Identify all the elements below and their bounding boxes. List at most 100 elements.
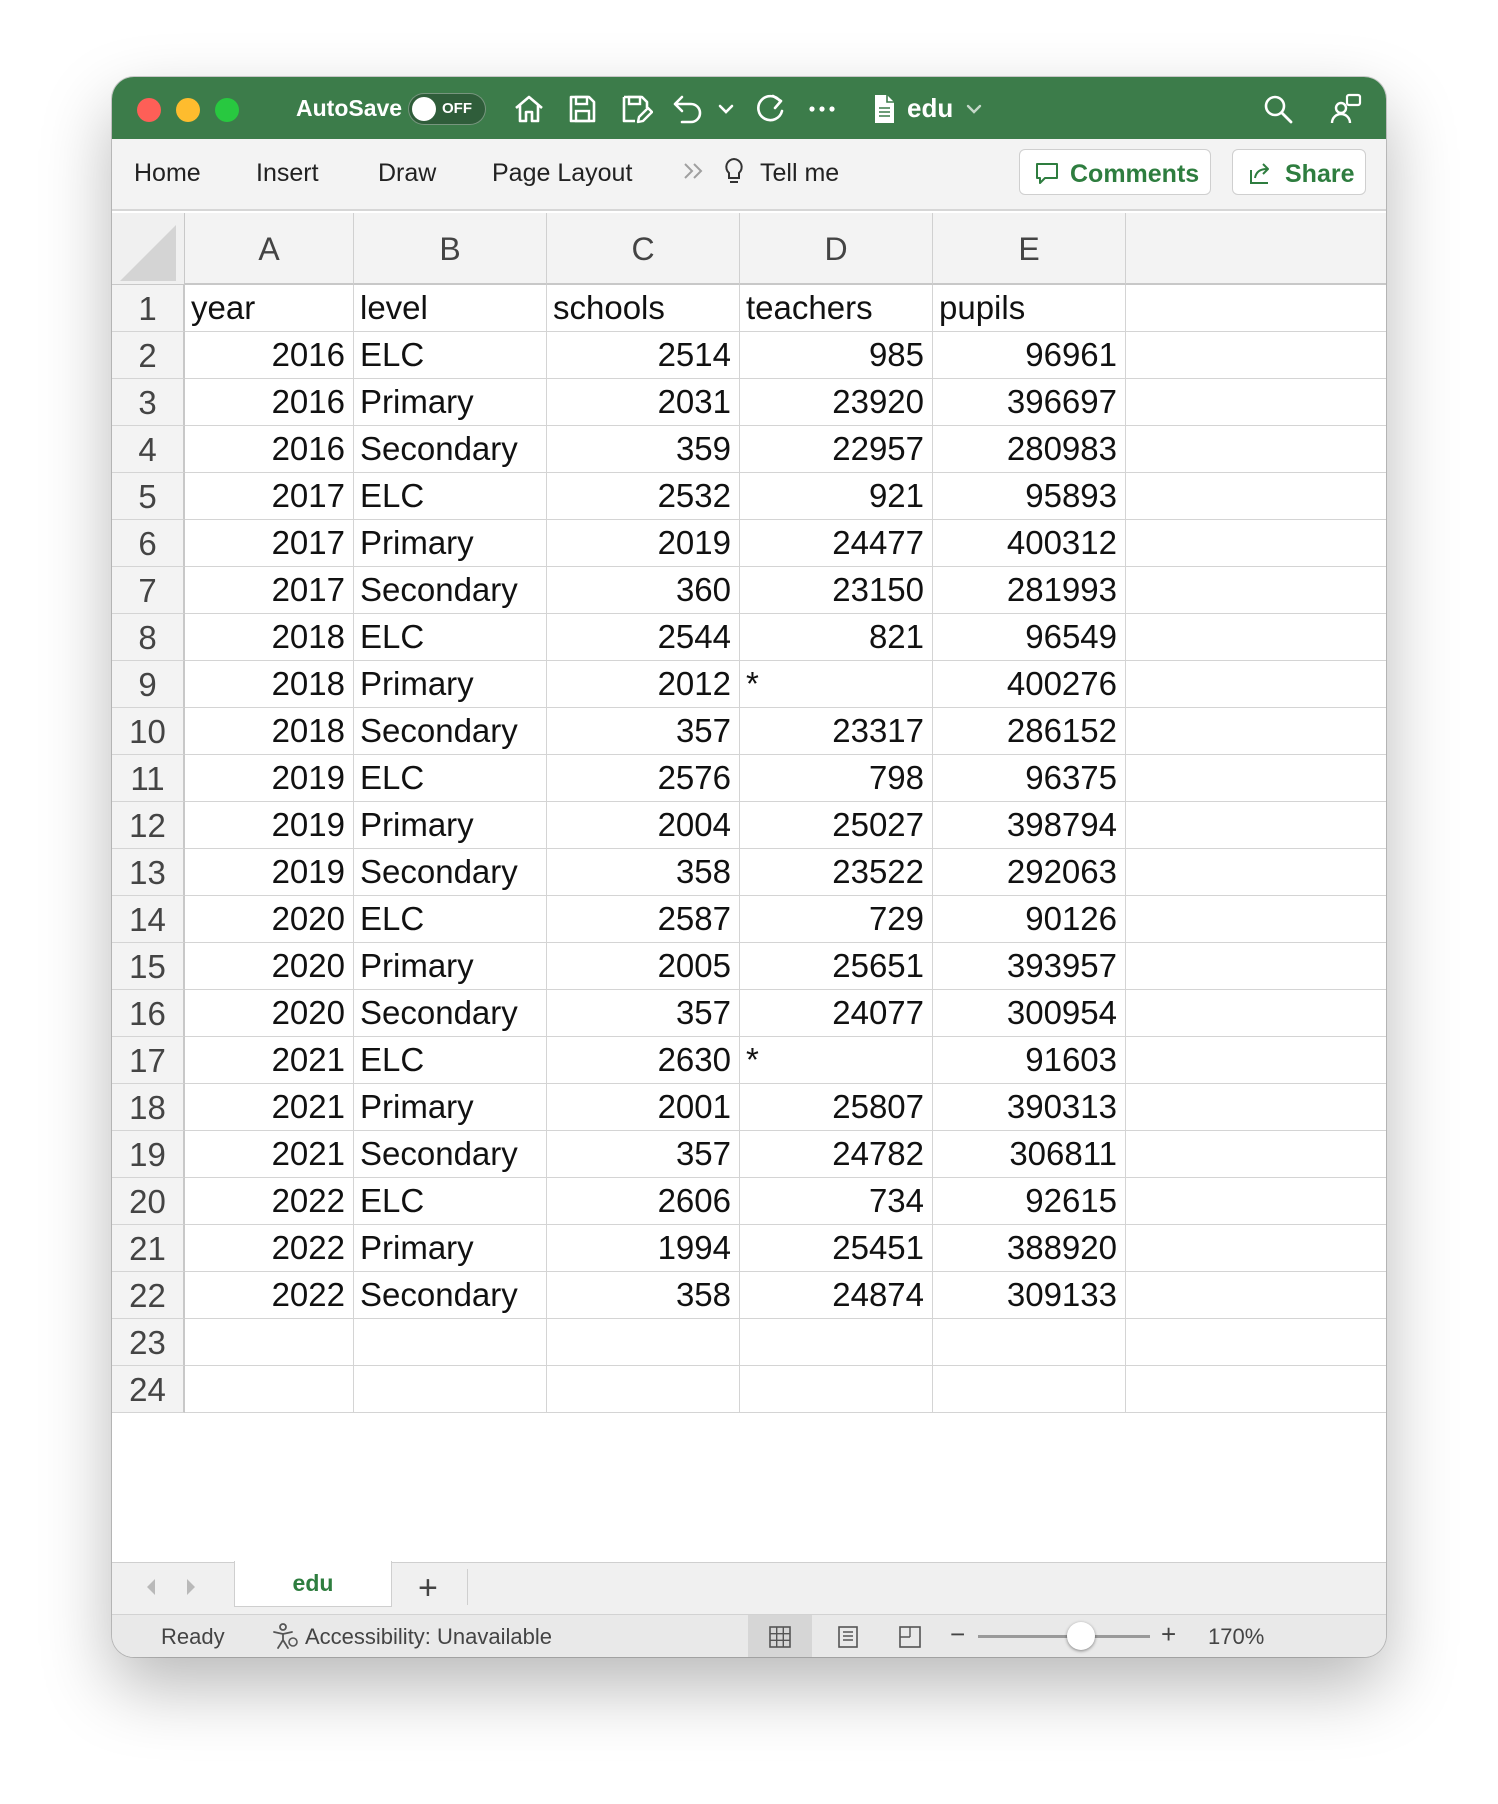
cell-d8[interactable]: 821	[740, 614, 933, 661]
cell-d22[interactable]: 24874	[740, 1272, 933, 1319]
select-all-corner[interactable]	[112, 213, 185, 285]
cell-c4[interactable]: 359	[547, 426, 740, 473]
zoom-slider[interactable]	[978, 1622, 1150, 1650]
cell-f24[interactable]	[1126, 1366, 1386, 1413]
zoom-slider-knob[interactable]	[1067, 1622, 1096, 1650]
cell-f1[interactable]	[1126, 285, 1386, 332]
cell-b21[interactable]: Primary	[354, 1225, 547, 1272]
page-break-view-button[interactable]	[882, 1615, 938, 1657]
cell-a9[interactable]: 2018	[185, 661, 354, 708]
cell-c1[interactable]: schools	[547, 285, 740, 332]
cell-a1[interactable]: year	[185, 285, 354, 332]
cell-f21[interactable]	[1126, 1225, 1386, 1272]
cell-e17[interactable]: 91603	[933, 1037, 1126, 1084]
cell-f5[interactable]	[1126, 473, 1386, 520]
cell-e10[interactable]: 286152	[933, 708, 1126, 755]
cell-b13[interactable]: Secondary	[354, 849, 547, 896]
cell-f23[interactable]	[1126, 1319, 1386, 1366]
cell-e22[interactable]: 309133	[933, 1272, 1126, 1319]
cell-a19[interactable]: 2021	[185, 1131, 354, 1178]
tell-me-search[interactable]: Tell me	[760, 159, 840, 187]
cell-c7[interactable]: 360	[547, 567, 740, 614]
cell-c2[interactable]: 2514	[547, 332, 740, 379]
cell-d4[interactable]: 22957	[740, 426, 933, 473]
cell-f22[interactable]	[1126, 1272, 1386, 1319]
row-header[interactable]: 3	[112, 379, 185, 426]
cell-d6[interactable]: 24477	[740, 520, 933, 567]
cell-b16[interactable]: Secondary	[354, 990, 547, 1037]
cell-c11[interactable]: 2576	[547, 755, 740, 802]
cell-f7[interactable]	[1126, 567, 1386, 614]
cell-c16[interactable]: 357	[547, 990, 740, 1037]
row-header[interactable]: 14	[112, 896, 185, 943]
cell-d7[interactable]: 23150	[740, 567, 933, 614]
row-header[interactable]: 19	[112, 1131, 185, 1178]
cell-c3[interactable]: 2031	[547, 379, 740, 426]
cell-a23[interactable]	[185, 1319, 354, 1366]
cell-c20[interactable]: 2606	[547, 1178, 740, 1225]
cell-c21[interactable]: 1994	[547, 1225, 740, 1272]
cell-f14[interactable]	[1126, 896, 1386, 943]
cell-b8[interactable]: ELC	[354, 614, 547, 661]
cell-c19[interactable]: 357	[547, 1131, 740, 1178]
cell-e14[interactable]: 90126	[933, 896, 1126, 943]
autosave-toggle[interactable]: OFF	[408, 93, 486, 125]
cell-a20[interactable]: 2022	[185, 1178, 354, 1225]
sheet-tab-edu[interactable]: edu	[234, 1561, 392, 1607]
cell-c14[interactable]: 2587	[547, 896, 740, 943]
tab-draw[interactable]: Draw	[378, 159, 437, 187]
column-header-b[interactable]: B	[354, 213, 547, 285]
document-title[interactable]: edu	[907, 93, 954, 123]
cell-b6[interactable]: Primary	[354, 520, 547, 567]
row-header[interactable]: 2	[112, 332, 185, 379]
cell-b9[interactable]: Primary	[354, 661, 547, 708]
cell-e24[interactable]	[933, 1366, 1126, 1413]
cell-a21[interactable]: 2022	[185, 1225, 354, 1272]
cell-e20[interactable]: 92615	[933, 1178, 1126, 1225]
row-header[interactable]: 4	[112, 426, 185, 473]
tab-page-layout[interactable]: Page Layout	[492, 159, 633, 187]
cell-e9[interactable]: 400276	[933, 661, 1126, 708]
scroll-left-icon[interactable]	[142, 1575, 160, 1604]
accessibility-status[interactable]: Accessibility: Unavailable	[305, 1624, 552, 1649]
cell-a12[interactable]: 2019	[185, 802, 354, 849]
cell-b14[interactable]: ELC	[354, 896, 547, 943]
minimize-window-button[interactable]	[176, 98, 200, 122]
cell-f18[interactable]	[1126, 1084, 1386, 1131]
zoom-out-button[interactable]: −	[950, 1619, 966, 1649]
row-header[interactable]: 1	[112, 285, 185, 332]
cell-a5[interactable]: 2017	[185, 473, 354, 520]
more-tabs-icon[interactable]	[680, 157, 708, 192]
cell-a24[interactable]	[185, 1366, 354, 1413]
cell-b12[interactable]: Primary	[354, 802, 547, 849]
share-button[interactable]: Share	[1232, 149, 1366, 195]
cell-c17[interactable]: 2630	[547, 1037, 740, 1084]
cell-b17[interactable]: ELC	[354, 1037, 547, 1084]
cell-b2[interactable]: ELC	[354, 332, 547, 379]
column-header-f[interactable]	[1126, 213, 1386, 285]
row-header[interactable]: 12	[112, 802, 185, 849]
cell-d1[interactable]: teachers	[740, 285, 933, 332]
cell-d16[interactable]: 24077	[740, 990, 933, 1037]
cell-f13[interactable]	[1126, 849, 1386, 896]
cell-c23[interactable]	[547, 1319, 740, 1366]
zoom-level[interactable]: 170%	[1208, 1624, 1265, 1649]
more-icon[interactable]	[804, 91, 840, 127]
cell-c24[interactable]	[547, 1366, 740, 1413]
row-header[interactable]: 17	[112, 1037, 185, 1084]
spreadsheet-grid[interactable]: A B C D E 1 year level schools teachers pupils 2 201…	[112, 213, 1386, 1562]
cell-e21[interactable]: 388920	[933, 1225, 1126, 1272]
zoom-window-button[interactable]	[215, 98, 239, 122]
cell-a7[interactable]: 2017	[185, 567, 354, 614]
cell-e4[interactable]: 280983	[933, 426, 1126, 473]
cell-e12[interactable]: 398794	[933, 802, 1126, 849]
cell-b10[interactable]: Secondary	[354, 708, 547, 755]
cell-c9[interactable]: 2012	[547, 661, 740, 708]
cell-b4[interactable]: Secondary	[354, 426, 547, 473]
cell-f6[interactable]	[1126, 520, 1386, 567]
cell-a10[interactable]: 2018	[185, 708, 354, 755]
search-icon[interactable]	[1260, 91, 1296, 127]
column-header-d[interactable]: D	[740, 213, 933, 285]
tab-insert[interactable]: Insert	[256, 159, 319, 187]
cell-d5[interactable]: 921	[740, 473, 933, 520]
